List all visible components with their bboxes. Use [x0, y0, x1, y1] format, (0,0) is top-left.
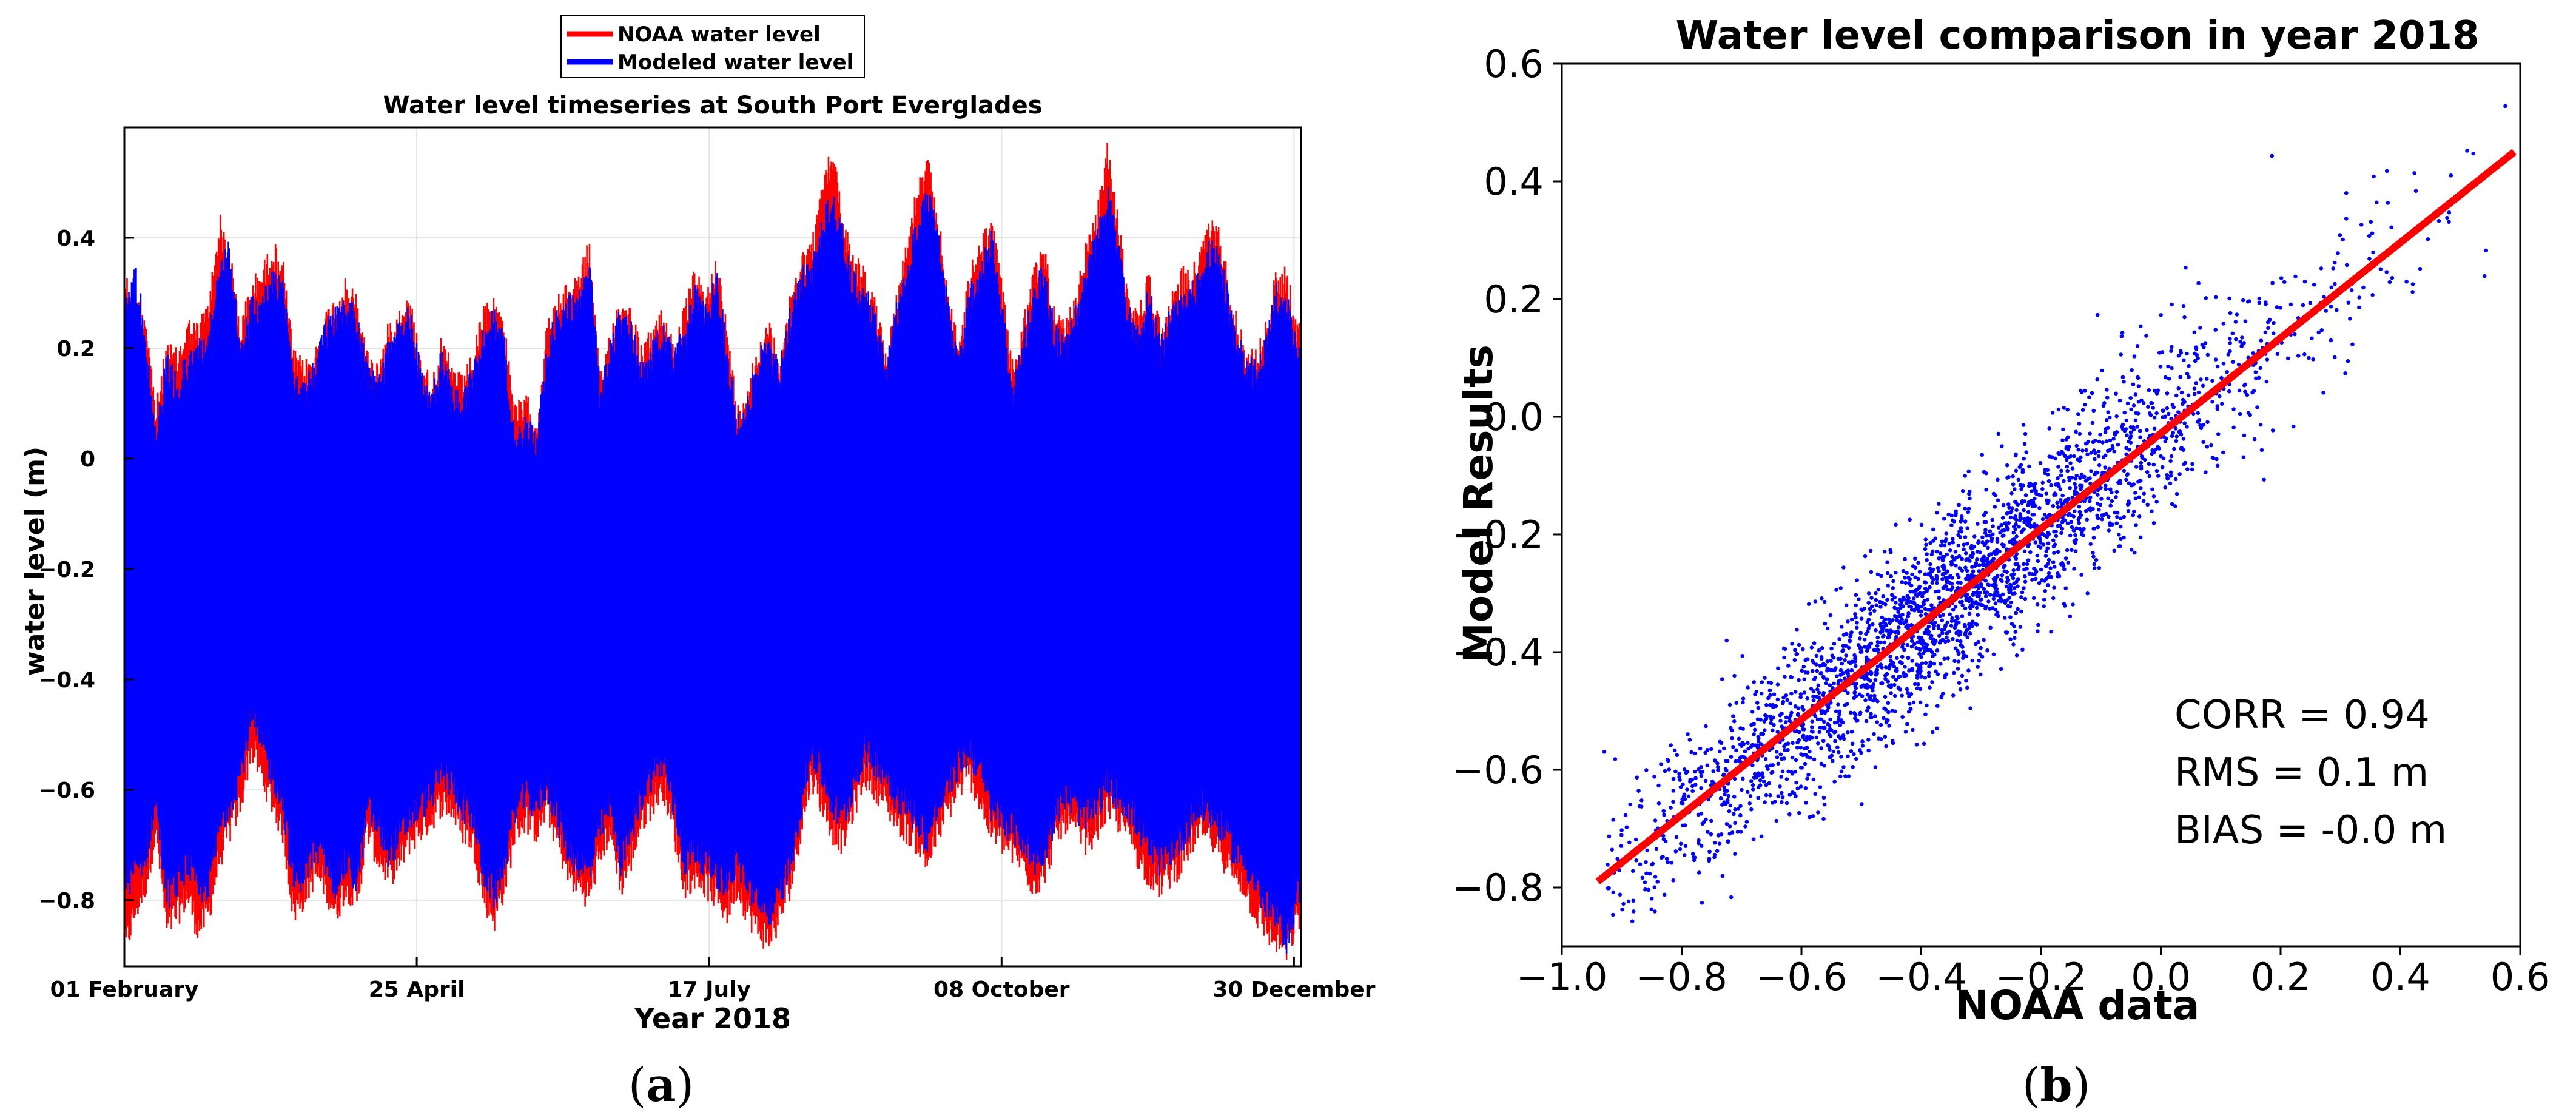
timeseries-y-tick-label: −0.2: [38, 557, 95, 582]
timeseries-x-tick-label: 25 April: [369, 977, 465, 1002]
scatter-point-cloud: [1602, 104, 2507, 923]
timeseries-x-axis-label: Year 2018: [634, 1002, 791, 1035]
scatter-x-tick-label: −0.2: [1996, 955, 2087, 999]
scatter-stats: CORR = 0.94 RMS = 0.1 m BIAS = -0.0 m: [2174, 693, 2447, 853]
timeseries-y-axis-label: water level (m): [19, 446, 50, 676]
stat-corr: CORR = 0.94: [2174, 693, 2430, 738]
scatter-x-tick-label: 0.2: [2251, 955, 2311, 999]
stat-bias: BIAS = -0.0 m: [2174, 808, 2447, 853]
scatter-x-tick-label: 0.0: [2131, 955, 2191, 999]
timeseries-plot-frame: [123, 126, 1302, 968]
timeseries-y-tick-label: −0.4: [38, 668, 95, 693]
legend-label-noaa: NOAA water level: [617, 22, 821, 47]
panel-a-open-paren: (: [628, 1058, 647, 1112]
timeseries-legend: NOAA water level Modeled water level: [560, 15, 865, 78]
scatter-fit-line: [1595, 149, 2517, 884]
panel-b-letter: b: [2040, 1058, 2072, 1112]
panel-b-close-paren: ): [2073, 1058, 2091, 1112]
legend-box: [560, 15, 865, 78]
scatter-y-tick-label: 0.6: [1484, 42, 1544, 86]
timeseries-ticks: 0.4 0.2 0 −0.2 −0.4 −0.6 −0.8 01 February 25 Apr…: [38, 226, 1376, 1002]
scatter-x-tick-label: −0.4: [1875, 955, 1967, 999]
timeseries-x-tick-label: 30 December: [1212, 977, 1375, 1002]
scatter-ticks: 0.6 0.4 0.2 0.0 −0.2 −0.4 −0.6 −0.8 −1.0 −0.8 −0.6…: [1452, 42, 2550, 999]
timeseries-x-tick-label: 01 February: [50, 977, 199, 1002]
timeseries-y-tick-label: 0.2: [56, 337, 95, 362]
panel-a-caption: (a): [628, 1058, 694, 1112]
panel-b-caption: (b): [2022, 1058, 2090, 1112]
scatter-x-tick-label: −0.6: [1756, 955, 1848, 999]
scatter-title: Water level comparison in year 2018: [1675, 13, 2479, 58]
scatter-y-tick-label: 0.2: [1484, 277, 1544, 322]
scatter-x-tick-label: 0.6: [2490, 955, 2551, 999]
panel-a-close-paren: ): [676, 1058, 694, 1112]
scatter-x-axis-label: NOAA data: [1956, 982, 2200, 1029]
timeseries-y-tick-label: −0.8: [38, 889, 95, 914]
timeseries-y-tick-label: −0.6: [38, 778, 95, 803]
panel-b-open-paren: (: [2022, 1058, 2040, 1112]
timeseries-x-tick-label: 17 July: [667, 977, 750, 1002]
stat-rms: RMS = 0.1 m: [2174, 750, 2429, 795]
timeseries-y-tick-label: 0.4: [56, 226, 95, 251]
scatter-y-tick-label: −0.4: [1452, 630, 1544, 675]
timeseries-panel: 0.4 0.2 0 −0.2 −0.4 −0.6 −0.8 01 February 25 Apr…: [19, 15, 1376, 1112]
timeseries-x-tick-label: 08 October: [933, 977, 1070, 1002]
scatter-x-tick-label: −0.8: [1636, 955, 1727, 999]
scatter-x-tick-label: −1.0: [1516, 955, 1608, 999]
scatter-y-tick-label: 0.4: [1484, 160, 1544, 204]
scatter-y-tick-label: −0.2: [1452, 513, 1544, 557]
legend-label-model: Modeled water level: [617, 50, 853, 75]
timeseries-title: Water level timeseries at South Port Eve…: [383, 92, 1042, 120]
scatter-y-tick-label: 0.0: [1484, 395, 1544, 439]
scatter-y-tick-label: −0.8: [1452, 866, 1544, 910]
scatter-x-tick-label: 0.4: [2370, 955, 2430, 999]
scatter-panel: 0.6 0.4 0.2 0.0 −0.2 −0.4 −0.6 −0.8 −1.0 −0.8 −0.6…: [1452, 13, 2550, 1112]
scatter-points: [1602, 104, 2507, 923]
scatter-y-axis-label: Model Results: [1455, 345, 1502, 662]
timeseries-y-tick-label: 0: [80, 447, 95, 472]
scatter-y-tick-label: −0.6: [1452, 748, 1544, 792]
panel-a-letter: a: [646, 1058, 676, 1112]
